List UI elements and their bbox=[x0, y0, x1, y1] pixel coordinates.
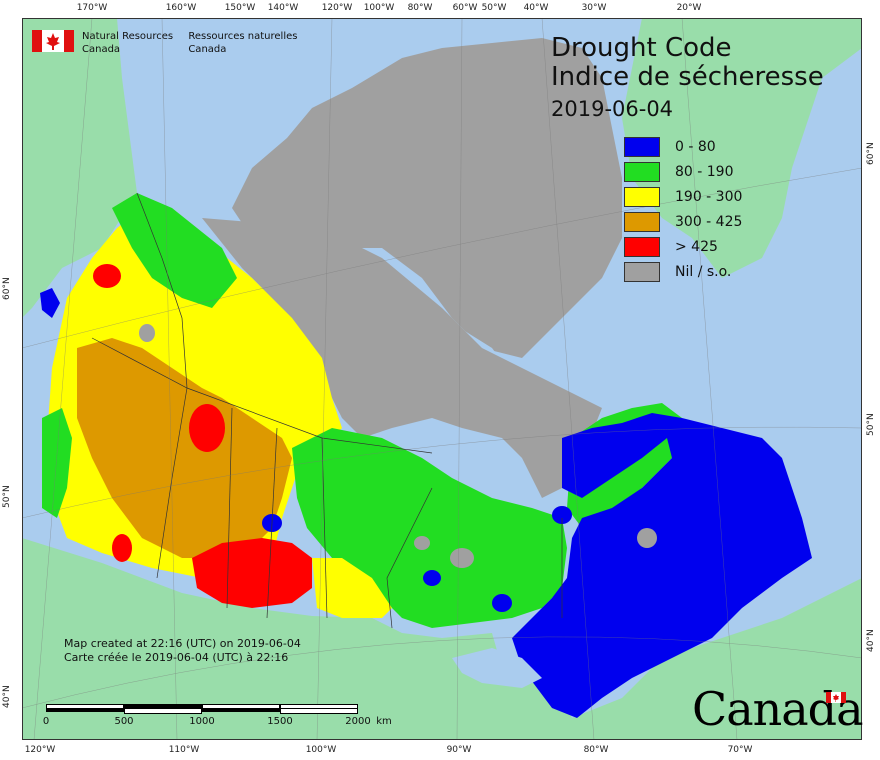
agency-signature: Natural Resources Canada Ressources natu… bbox=[32, 30, 309, 56]
agency-name-fr-1: Ressources naturelles bbox=[188, 31, 298, 42]
legend-item: 0 - 80 bbox=[624, 134, 742, 159]
legend-item: 190 - 300 bbox=[624, 184, 742, 209]
tick-top-10: 40°W bbox=[523, 3, 549, 13]
tick-bottom-3: 100°W bbox=[305, 745, 337, 755]
legend-swatch bbox=[624, 236, 660, 257]
red-zone-2 bbox=[189, 404, 225, 452]
legend-swatch bbox=[624, 186, 660, 207]
tick-bottom-1: 120°W bbox=[24, 745, 56, 755]
scale-seg bbox=[124, 704, 202, 708]
tick-bottom-5: 80°W bbox=[583, 745, 609, 755]
legend-label: 0 - 80 bbox=[675, 138, 716, 155]
coast-green bbox=[42, 408, 72, 518]
red-zone-4 bbox=[112, 534, 132, 562]
drought-code-map bbox=[22, 18, 862, 740]
bc-coast-blue bbox=[40, 288, 60, 318]
blue-spot-3 bbox=[492, 594, 512, 612]
legend-swatch bbox=[624, 211, 660, 232]
legend-item: Nil / s.o. bbox=[624, 259, 742, 284]
tick-right-2: 50°N bbox=[866, 413, 876, 436]
created-fr: Carte créée le 2019-06-04 (UTC) à 22:16 bbox=[64, 651, 289, 664]
created-en: Map created at 22:16 (UTC) on 2019-06-04 bbox=[64, 637, 301, 650]
graticule-lines bbox=[22, 18, 862, 740]
scale-unit: km bbox=[376, 716, 392, 727]
usa-land bbox=[22, 538, 862, 740]
arctic-islands bbox=[232, 38, 622, 358]
tick-right-3: 40°N bbox=[866, 629, 876, 652]
legend: 0 - 80 80 - 190 190 - 300 300 - 425 > 42… bbox=[624, 134, 742, 284]
map-title-fr: Indice de sécheresse bbox=[551, 62, 824, 92]
scale-label: 500 bbox=[114, 716, 134, 727]
agency-name-fr-2: Canada bbox=[188, 44, 227, 55]
tick-top-2: 160°W bbox=[165, 3, 197, 13]
greenland-land bbox=[622, 18, 862, 278]
central-green bbox=[292, 428, 567, 628]
legend-label: 300 - 425 bbox=[675, 213, 743, 230]
west-orange bbox=[77, 338, 292, 558]
map-date: 2019-06-04 bbox=[551, 97, 674, 121]
alaska-land bbox=[22, 18, 137, 318]
tick-left-2: 50°N bbox=[2, 485, 12, 508]
great-lakes bbox=[452, 648, 542, 688]
tick-top-5: 120°W bbox=[321, 3, 353, 13]
scale-label: 1500 bbox=[267, 716, 293, 727]
tick-left-3: 40°N bbox=[2, 685, 12, 708]
wordmark-flag-icon bbox=[826, 692, 846, 703]
red-zone-3 bbox=[192, 538, 312, 608]
map-title-en: Drought Code bbox=[551, 33, 732, 63]
nil-spot-1 bbox=[450, 548, 474, 568]
legend-swatch bbox=[624, 161, 660, 182]
red-zone-1 bbox=[93, 264, 121, 288]
northwest-green bbox=[112, 193, 237, 308]
tick-left-1: 60°N bbox=[2, 277, 12, 300]
tick-bottom-6: 70°W bbox=[727, 745, 753, 755]
nil-spot-3 bbox=[637, 528, 657, 548]
canada-flag-icon bbox=[32, 30, 74, 52]
legend-item: 80 - 190 bbox=[624, 159, 742, 184]
legend-swatch bbox=[624, 136, 660, 157]
legend-swatch bbox=[624, 261, 660, 282]
scale-label: 0 bbox=[42, 716, 50, 727]
nunavut-nil bbox=[202, 218, 602, 498]
tick-top-4: 140°W bbox=[267, 3, 299, 13]
scale-label: 2000 bbox=[345, 716, 371, 727]
tick-top-11: 30°W bbox=[581, 3, 607, 13]
blue-spot-2 bbox=[423, 570, 441, 586]
scale-label: 1000 bbox=[189, 716, 215, 727]
tick-top-8: 60°W bbox=[452, 3, 478, 13]
legend-label: 80 - 190 bbox=[675, 163, 734, 180]
created-note: Map created at 22:16 (UTC) on 2019-06-04… bbox=[64, 637, 301, 665]
tick-right-1: 60°N bbox=[866, 142, 876, 165]
prairie-yellow bbox=[312, 558, 392, 618]
legend-item: > 425 bbox=[624, 234, 742, 259]
scale-seg bbox=[124, 708, 202, 714]
nil-spot-4 bbox=[139, 324, 155, 342]
tick-top-12: 20°W bbox=[676, 3, 702, 13]
tick-bottom-4: 90°W bbox=[446, 745, 472, 755]
nil-spot-2 bbox=[414, 536, 430, 550]
tick-bottom-2: 110°W bbox=[168, 745, 200, 755]
tick-top-9: 50°W bbox=[481, 3, 507, 13]
scale-seg bbox=[202, 708, 280, 712]
tick-top-1: 170°W bbox=[76, 3, 108, 13]
blue-spot-4 bbox=[552, 506, 572, 524]
tick-top-3: 150°W bbox=[224, 3, 256, 13]
scale-seg bbox=[280, 708, 358, 714]
legend-item: 300 - 425 bbox=[624, 209, 742, 234]
legend-label: > 425 bbox=[675, 238, 718, 255]
map-title-block: Drought Code Indice de sécheresse 2019-0… bbox=[551, 34, 824, 124]
scale-bar bbox=[46, 704, 358, 716]
legend-label: 190 - 300 bbox=[675, 188, 743, 205]
tick-top-7: 80°W bbox=[407, 3, 433, 13]
agency-name-en-1: Natural Resources bbox=[82, 31, 174, 42]
scale-seg bbox=[46, 708, 124, 712]
canada-wordmark: Canada bbox=[692, 682, 864, 736]
legend-label: Nil / s.o. bbox=[675, 263, 732, 280]
agency-name-en-2: Canada bbox=[82, 44, 121, 55]
tick-top-6: 100°W bbox=[363, 3, 395, 13]
